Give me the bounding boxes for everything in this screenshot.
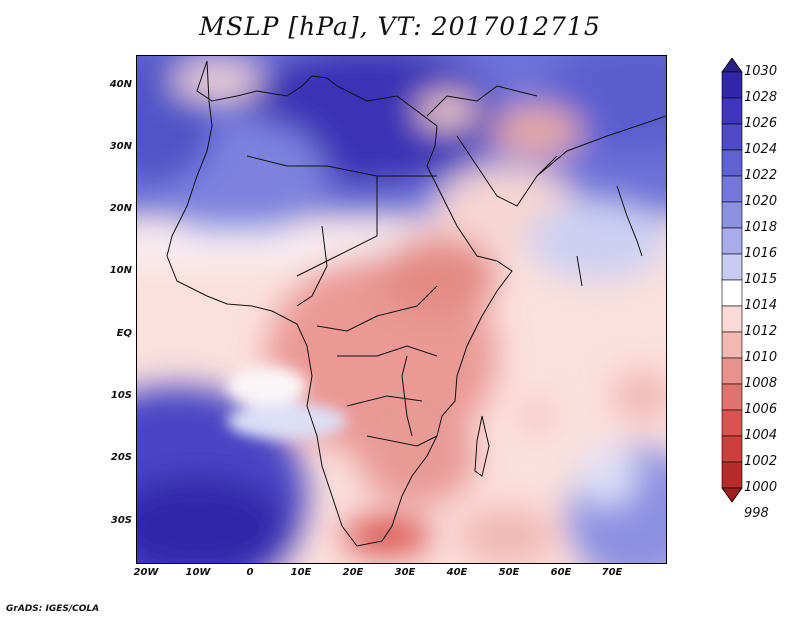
lon-label-50e: 50E [498, 567, 520, 578]
colorbar-segment [721, 331, 743, 359]
colorbar-label: 1004 [744, 428, 778, 443]
lat-label-20s: 20S [110, 452, 132, 463]
colorbar [721, 58, 743, 503]
lon-label-40e: 40E [446, 567, 468, 578]
colorbar-label: 1024 [744, 142, 778, 157]
lon-label-20w: 20W [133, 567, 159, 578]
colorbar-segment [721, 149, 743, 177]
colorbar-segment [721, 305, 743, 333]
lon-label-0: 0 [246, 567, 254, 578]
lon-label-70e: 70E [601, 567, 623, 578]
colorbar-segment [721, 175, 743, 203]
colorbar-label: 1000 [744, 480, 778, 495]
colorbar-segment [721, 435, 743, 463]
lon-label-20e: 20E [342, 567, 364, 578]
colorbar-label: 1012 [744, 324, 778, 339]
colorbar-label: 1022 [744, 168, 778, 183]
lat-label-eq: EQ [116, 328, 132, 339]
colorbar-segment [721, 71, 743, 99]
credit-footer: GrADS: IGES/COLA [6, 604, 100, 614]
colorbar-label: 1008 [744, 376, 778, 391]
lat-label-10n: 10N [109, 265, 132, 276]
colorbar-segment [721, 409, 743, 437]
lat-label-40n: 40N [109, 79, 132, 90]
colorbar-label: 1020 [744, 194, 778, 209]
colorbar-segment [721, 383, 743, 411]
lat-label-20n: 20N [109, 203, 132, 214]
colorbar-label: 1028 [744, 90, 778, 105]
colorbar-segment [721, 253, 743, 281]
coastal-detail [227, 366, 347, 439]
lon-label-10w: 10W [185, 567, 211, 578]
pressure-map [136, 55, 667, 564]
colorbar-label: 1018 [744, 220, 778, 235]
colorbar-segment [721, 123, 743, 151]
colorbar-label: 1006 [744, 402, 778, 417]
colorbar-label: 1030 [744, 64, 778, 79]
colorbar-label: 1010 [744, 350, 778, 365]
map-title: MSLP [hPa], VT: 2017012715 [199, 12, 601, 41]
lon-label-60e: 60E [550, 567, 572, 578]
coastlines [166, 60, 666, 547]
lat-label-10s: 10S [110, 390, 132, 401]
colorbar-segment [721, 279, 743, 307]
colorbar-segment [721, 97, 743, 125]
colorbar-label: 1016 [744, 246, 778, 261]
colorbar-arrow-top [721, 58, 743, 73]
colorbar-label: 1026 [744, 116, 778, 131]
colorbar-segment [721, 357, 743, 385]
pressure-field [137, 56, 666, 563]
lon-label-30e: 30E [394, 567, 416, 578]
lon-label-10e: 10E [290, 567, 312, 578]
colorbar-label: 1015 [744, 272, 778, 287]
colorbar-segment [721, 227, 743, 255]
colorbar-segment [721, 201, 743, 229]
lat-label-30s: 30S [110, 515, 132, 526]
colorbar-segment [721, 461, 743, 489]
colorbar-arrow-bottom [721, 487, 743, 503]
map-canvas [137, 56, 666, 563]
colorbar-label: 998 [744, 506, 769, 521]
lat-label-30n: 30N [109, 141, 132, 152]
colorbar-label: 1014 [744, 298, 778, 313]
colorbar-label: 1002 [744, 454, 778, 469]
